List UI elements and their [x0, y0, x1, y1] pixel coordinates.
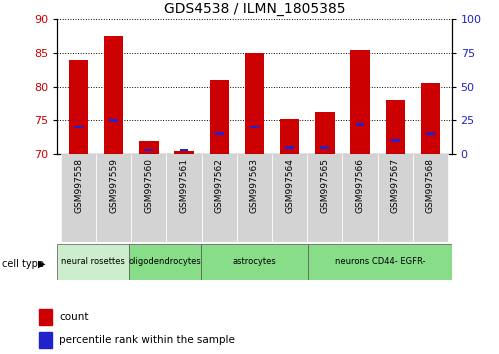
Text: neural rosettes: neural rosettes [61, 257, 125, 267]
Text: GSM997561: GSM997561 [180, 159, 189, 213]
Bar [61, 154, 96, 242]
Bar [356, 123, 364, 126]
Bar [426, 132, 435, 135]
Bar [285, 146, 294, 149]
Text: percentile rank within the sample: percentile rank within the sample [59, 335, 235, 345]
Bar [413, 154, 448, 242]
Text: GSM997563: GSM997563 [250, 159, 259, 213]
Bar [315, 112, 334, 154]
Bar [237, 154, 272, 242]
Bar [39, 309, 52, 325]
Bar [175, 150, 194, 154]
Bar [96, 154, 131, 242]
Bar [202, 154, 237, 242]
Bar [307, 154, 342, 242]
Bar [342, 154, 378, 242]
Bar [167, 154, 202, 242]
Bar [386, 100, 405, 154]
Text: neurons CD44- EGFR-: neurons CD44- EGFR- [335, 257, 425, 267]
Bar [391, 139, 400, 142]
Bar [109, 119, 118, 122]
Bar [210, 80, 229, 154]
Bar [69, 60, 88, 154]
Text: GSM997567: GSM997567 [391, 159, 400, 213]
Bar [129, 244, 201, 280]
Text: GSM997568: GSM997568 [426, 159, 435, 213]
Text: oligodendrocytes: oligodendrocytes [129, 257, 201, 267]
Bar [131, 154, 167, 242]
Bar [74, 126, 83, 129]
Text: ▶: ▶ [37, 259, 45, 269]
Bar [272, 154, 307, 242]
Bar [421, 83, 440, 154]
Text: GSM997564: GSM997564 [285, 159, 294, 213]
Bar [250, 126, 259, 129]
Bar [215, 132, 224, 135]
Text: GSM997560: GSM997560 [144, 159, 153, 213]
Bar [320, 146, 329, 149]
Bar [57, 244, 129, 280]
Bar [378, 154, 413, 242]
Text: GSM997559: GSM997559 [109, 159, 118, 213]
Text: GSM997558: GSM997558 [74, 159, 83, 213]
Text: GSM997566: GSM997566 [356, 159, 365, 213]
Bar [104, 36, 123, 154]
Bar [201, 244, 308, 280]
Text: astrocytes: astrocytes [233, 257, 276, 267]
Bar [350, 50, 370, 154]
Text: count: count [59, 312, 89, 322]
Text: cell type: cell type [2, 259, 44, 269]
Bar [180, 149, 189, 151]
Bar [245, 53, 264, 154]
Bar [280, 119, 299, 154]
Text: GSM997562: GSM997562 [215, 159, 224, 213]
Bar [139, 141, 159, 154]
Title: GDS4538 / ILMN_1805385: GDS4538 / ILMN_1805385 [164, 2, 345, 16]
Bar [39, 332, 52, 348]
Bar [308, 244, 452, 280]
Text: GSM997565: GSM997565 [320, 159, 329, 213]
Bar [145, 149, 153, 151]
